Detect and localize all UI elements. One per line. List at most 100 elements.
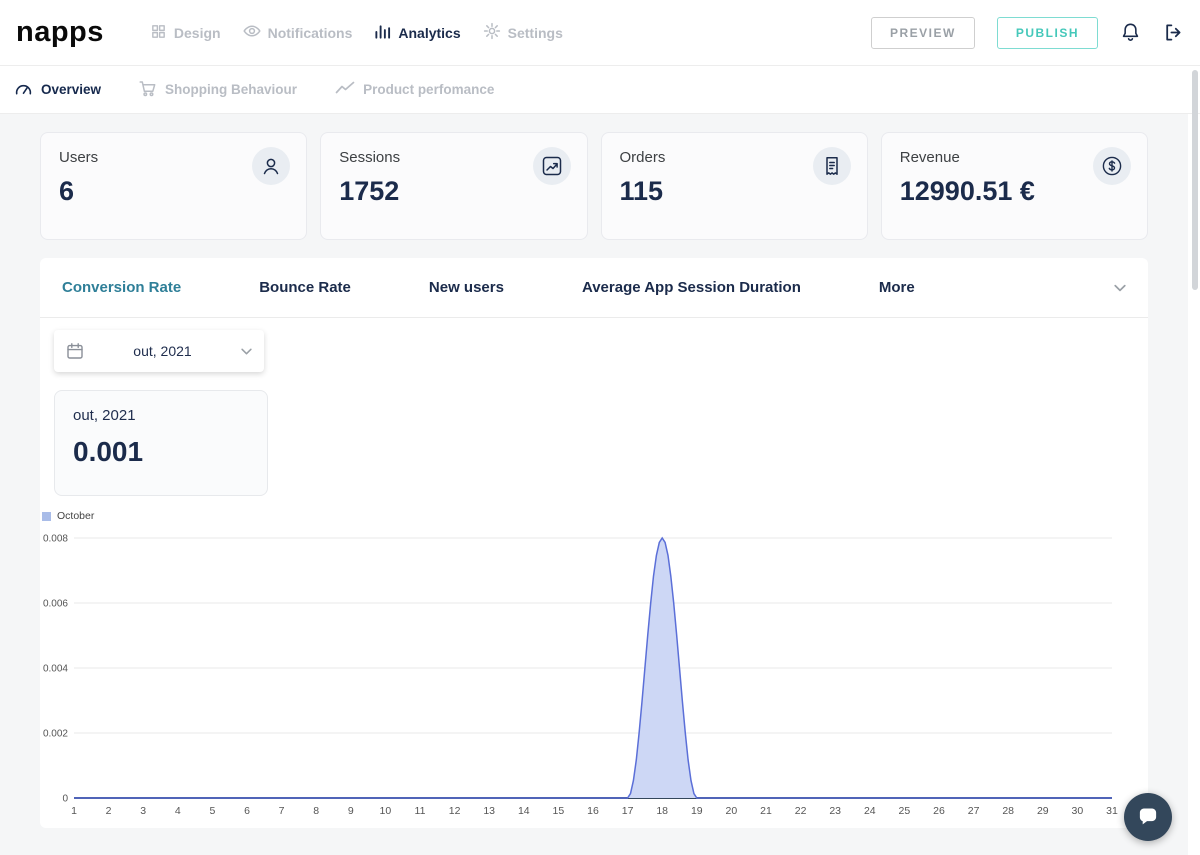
svg-text:9: 9 — [348, 805, 354, 817]
chat-bubble-icon — [1135, 802, 1161, 833]
analytics-content: Users 6 Sessions 1752 Orders 115 Revenue… — [0, 114, 1188, 855]
stat-value: 1752 — [339, 176, 400, 206]
eye-icon — [243, 22, 261, 43]
svg-text:0: 0 — [62, 794, 68, 805]
stat-card-revenue: Revenue 12990.51 € — [880, 132, 1148, 240]
stat-value: 115 — [619, 176, 664, 206]
svg-text:19: 19 — [691, 805, 703, 817]
chevron-down-icon — [241, 348, 252, 355]
chart-legend: October — [40, 510, 1148, 522]
svg-text:15: 15 — [553, 805, 565, 817]
stat-card-users: Users 6 — [40, 132, 308, 240]
cart-icon — [139, 80, 157, 100]
calendar-icon — [66, 342, 84, 360]
chevron-down-icon[interactable] — [1114, 284, 1126, 292]
svg-text:0.006: 0.006 — [43, 599, 68, 610]
subnav-item-product-performance[interactable]: Product perfomance — [335, 81, 494, 98]
svg-text:14: 14 — [518, 805, 530, 817]
svg-text:30: 30 — [1072, 805, 1084, 817]
stat-value: 12990.51 € — [899, 176, 1035, 206]
user-icon — [252, 147, 291, 185]
receipt-icon — [812, 147, 851, 185]
bell-icon[interactable] — [1120, 22, 1141, 43]
svg-text:28: 28 — [1002, 805, 1014, 817]
stat-card-sessions: Sessions 1752 — [320, 132, 588, 240]
svg-text:12: 12 — [449, 805, 461, 817]
tab-more[interactable]: More — [878, 279, 915, 296]
stat-label: Revenue — [899, 149, 960, 166]
metrics-tabs: Conversion Rate Bounce Rate New users Av… — [40, 258, 1148, 318]
chart-area: October 0 0.002 0.004 0.006 0.008 1 2 3 4 5 6 7 8 9 10… — [40, 510, 1148, 820]
stat-label: Sessions — [339, 149, 401, 166]
legend-label: October — [57, 510, 95, 522]
panel-body: out, 2021 out, 2021 0.001 — [40, 318, 1148, 496]
svg-text:6: 6 — [244, 805, 250, 817]
tab-avg-session-duration[interactable]: Average App Session Duration — [581, 279, 801, 296]
svg-text:3: 3 — [140, 805, 146, 817]
svg-text:27: 27 — [968, 805, 980, 817]
stat-card-orders: Orders 115 — [600, 132, 868, 240]
svg-text:31: 31 — [1106, 805, 1118, 817]
svg-text:0.008: 0.008 — [43, 534, 68, 545]
nav-label-design: Design — [173, 24, 221, 41]
grid-icon — [150, 23, 167, 43]
svg-text:1: 1 — [71, 805, 77, 817]
subnav-label-shopping-behaviour: Shopping Behaviour — [165, 82, 298, 97]
tab-conversion-rate[interactable]: Conversion Rate — [62, 279, 182, 296]
svg-text:23: 23 — [829, 805, 841, 817]
svg-text:0.002: 0.002 — [43, 729, 68, 740]
subnav-label-product-performance: Product perfomance — [363, 82, 495, 97]
gear-icon — [483, 22, 501, 43]
tab-new-users[interactable]: New users — [428, 279, 504, 296]
svg-text:4: 4 — [175, 805, 181, 817]
scrollbar[interactable] — [1192, 70, 1198, 850]
svg-text:16: 16 — [587, 805, 599, 817]
month-picker[interactable]: out, 2021 — [54, 330, 264, 372]
stat-label: Users — [59, 149, 99, 166]
subnav-item-overview[interactable]: Overview — [14, 80, 101, 100]
nav-item-design[interactable]: Design — [150, 23, 221, 43]
stat-value: 6 — [59, 176, 75, 206]
svg-text:11: 11 — [415, 805, 426, 817]
stats-row: Users 6 Sessions 1752 Orders 115 Revenue… — [40, 132, 1148, 240]
nav-item-analytics[interactable]: Analytics — [374, 23, 461, 43]
nav-label-notifications: Notifications — [267, 24, 353, 41]
subnav-label-overview: Overview — [41, 82, 102, 97]
svg-text:18: 18 — [656, 805, 668, 817]
svg-text:17: 17 — [622, 805, 634, 817]
speedometer-icon — [14, 80, 33, 100]
stat-label: Orders — [619, 149, 666, 166]
svg-text:10: 10 — [380, 805, 392, 817]
chat-widget-button[interactable] — [1124, 793, 1172, 841]
dollar-circle-icon — [1093, 147, 1131, 185]
subnav-item-shopping-behaviour[interactable]: Shopping Behaviour — [139, 80, 297, 100]
svg-text:20: 20 — [726, 805, 738, 817]
scrollbar-thumb[interactable] — [1192, 70, 1198, 290]
preview-button[interactable]: PREVIEW — [870, 16, 975, 49]
svg-text:2: 2 — [106, 805, 112, 817]
conversion-summary-card: out, 2021 0.001 — [54, 390, 268, 496]
svg-text:25: 25 — [899, 805, 911, 817]
sessions-chart-icon — [532, 147, 571, 185]
tab-bounce-rate[interactable]: Bounce Rate — [259, 279, 351, 296]
logout-icon[interactable] — [1163, 22, 1184, 43]
nav-label-analytics: Analytics — [398, 24, 461, 41]
svg-text:21: 21 — [760, 805, 772, 817]
nav-item-settings[interactable]: Settings — [483, 22, 563, 43]
publish-button[interactable]: PUBLISH — [996, 16, 1098, 49]
nav-item-notifications[interactable]: Notifications — [243, 22, 353, 43]
svg-text:29: 29 — [1037, 805, 1049, 817]
legend-swatch — [42, 511, 51, 521]
summary-period: out, 2021 — [73, 407, 136, 424]
analytics-subnav: Overview Shopping Behaviour Product perf… — [0, 66, 1200, 114]
top-bar: napps Design Notifications Analytics Set… — [0, 0, 1200, 66]
logo: napps — [16, 16, 104, 48]
bar-chart-icon — [374, 23, 391, 43]
summary-value: 0.001 — [73, 436, 144, 467]
metrics-panel: Conversion Rate Bounce Rate New users Av… — [40, 258, 1148, 828]
month-picker-value: out, 2021 — [133, 343, 192, 359]
svg-text:8: 8 — [313, 805, 319, 817]
svg-text:22: 22 — [795, 805, 807, 817]
svg-text:5: 5 — [209, 805, 215, 817]
